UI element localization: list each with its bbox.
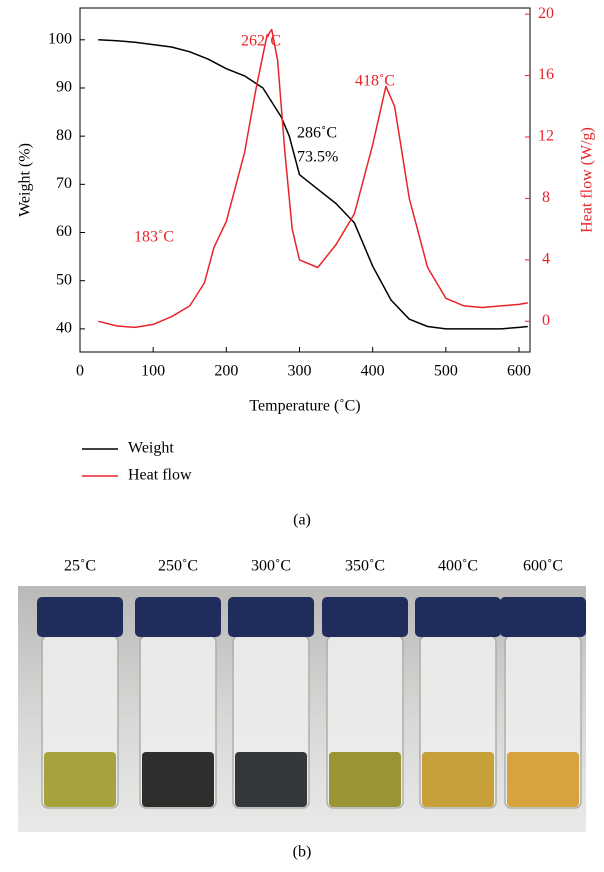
x-tick-label: 600 (507, 363, 531, 380)
x-tick-label: 400 (361, 363, 385, 380)
vial-cap (37, 597, 123, 637)
vial-cap (500, 597, 586, 637)
vial-powder (422, 752, 494, 807)
y2-tick-label: 4 (542, 251, 550, 268)
annotation: 183˚C (134, 229, 174, 246)
photo-label: 400˚C (438, 558, 478, 575)
y-tick-label: 70 (56, 175, 72, 192)
y-tick-label: 90 (56, 79, 72, 96)
photo-label: 250˚C (158, 558, 198, 575)
y2-tick-label: 20 (538, 5, 554, 22)
x-tick-label: 500 (434, 363, 458, 380)
panel-label: (b) (293, 844, 312, 861)
vial-cap (415, 597, 501, 637)
vial-cap (322, 597, 408, 637)
vial-cap (135, 597, 221, 637)
annotation: 286˚C (297, 125, 337, 142)
y2-tick-label: 8 (542, 189, 550, 206)
y2-axis-label: Heat flow (W/g) (579, 127, 596, 233)
y2-tick-label: 0 (542, 312, 550, 329)
annotation: 262˚C (241, 33, 281, 50)
y2-tick-label: 16 (538, 66, 554, 83)
photo-label: 300˚C (251, 558, 291, 575)
photo-label: 600˚C (523, 558, 563, 575)
series-line (98, 39, 528, 330)
vial-powder (507, 752, 579, 807)
x-tick-label: 100 (141, 363, 165, 380)
legend-label: Heat flow (128, 467, 192, 484)
y-tick-label: 40 (56, 320, 72, 337)
photo-label: 350˚C (345, 558, 385, 575)
y2-tick-label: 12 (538, 128, 554, 145)
x-tick-label: 0 (76, 363, 84, 380)
series-line (98, 28, 528, 329)
y-tick-label: 80 (56, 127, 72, 144)
y-tick-label: 60 (56, 223, 72, 240)
panel-label: (a) (293, 512, 311, 529)
vial-cap (228, 597, 314, 637)
x-tick-label: 200 (214, 363, 238, 380)
photo-label: 25˚C (64, 558, 96, 575)
annotation: 418˚C (355, 73, 395, 90)
vial-powder (329, 752, 401, 807)
vial-powder (44, 752, 116, 807)
annotation: 73.5% (297, 149, 338, 166)
vial-powder (142, 752, 214, 807)
x-tick-label: 300 (288, 363, 312, 380)
legend-label: Weight (128, 440, 174, 457)
plot-frame (79, 7, 531, 353)
y-tick-label: 100 (48, 30, 72, 47)
vial-powder (235, 752, 307, 807)
y-tick-label: 50 (56, 271, 72, 288)
y-axis-label: Weight (%) (17, 143, 34, 217)
x-axis-label: Temperature (˚C) (249, 398, 360, 415)
